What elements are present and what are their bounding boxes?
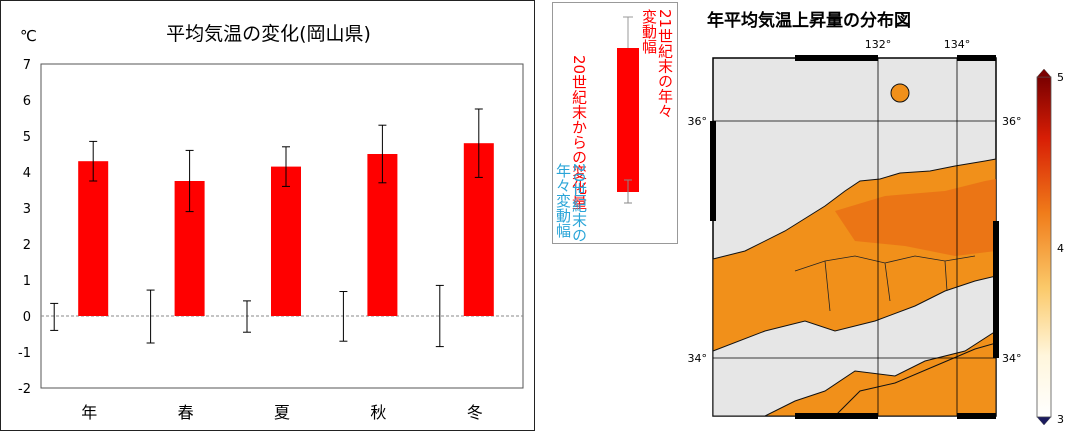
map-title: 年平均気温上昇量の分布図 [707,11,911,31]
map-lat-label-36-right: 36° [1002,115,1022,128]
x-category-label: 年 [81,403,97,422]
y-tick-label: 7 [23,58,31,73]
bar-chart-panel: 平均気温の変化(岡山県) ℃ -2 -1 0 1 2 3 4 5 6 7 年 春 夏 秋 冬 [0,0,535,431]
map-frame-bar-left [710,121,716,221]
y-tick-label: 2 [23,238,31,253]
legend-future-variability-label: 21世紀末の年々変動幅 [640,9,674,119]
y-axis-unit-label: ℃ [20,27,37,45]
map-lon-label-134: 134° [944,38,971,51]
chart-title: 平均気温の変化(岡山県) [166,23,371,45]
map-southern-land [833,342,997,417]
map-lat-label-34-right: 34° [1002,352,1022,365]
x-category-label: 夏 [274,403,290,422]
map-colorbar-label-3: 3 [1057,413,1064,426]
x-category-label: 春 [178,403,194,422]
map-prefecture-borders [794,255,976,312]
bar [271,166,301,316]
map-frame-bar-top-1 [795,55,878,61]
map-colorbar-label-4: 4 [1057,242,1064,255]
plot-area [40,63,524,389]
map-lat-label-36-left: 36° [688,115,708,128]
map-island [890,83,910,103]
map-lon-label-132: 132° [865,38,892,51]
map-frame-bar-bottom-2 [957,413,996,419]
map-colorbar-top-arrow [1036,68,1052,78]
legend-graphic [617,16,639,204]
legend-change-bar [617,48,639,192]
bar [78,161,109,316]
y-tick-label: -1 [18,346,31,361]
map-land-hot-zone [835,179,996,256]
errorbar-legend-panel: 21世紀末の年々変動幅 20世紀末からの変化量 20世紀末の年々変動幅 [552,2,678,244]
map-colorbar [1036,76,1052,418]
y-tick-label: 3 [23,202,31,217]
y-tick-label: 5 [23,130,31,145]
y-tick-label: 0 [23,310,31,325]
y-tick-label: 1 [23,274,31,289]
map-frame-bar-bottom-1 [795,413,878,419]
y-tick-label: -2 [18,382,31,397]
bar-chart-svg: -2 -1 0 1 2 3 4 5 6 7 年 春 夏 秋 冬 [18,58,524,422]
temperature-map: 132° 134° 36° 36° 34° 34° 5 4 3 [688,38,1065,426]
map-frame-bar-right [993,221,999,358]
map-frame-bar-top-2 [957,55,996,61]
x-category-label: 秋 [370,403,386,422]
y-tick-label: 6 [23,94,31,109]
map-lat-label-34-left: 34° [688,352,708,365]
y-tick-label: 4 [23,166,31,181]
map-colorbar-bottom-arrow [1036,416,1052,426]
x-category-label: 冬 [467,403,483,422]
legend-change-label: 20世紀末からの変化量 [570,55,588,210]
legend-baseline-variability-label: 20世紀末の年々変動幅 [554,163,588,243]
map-colorbar-label-5: 5 [1057,71,1064,84]
